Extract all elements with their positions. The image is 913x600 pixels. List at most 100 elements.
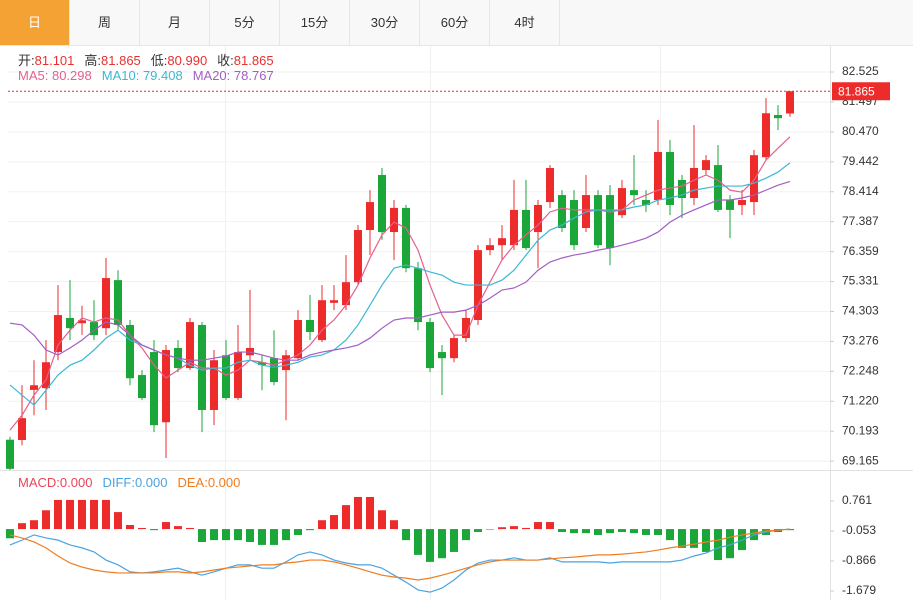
candle-body xyxy=(510,209,518,246)
period-tab[interactable]: 5分 xyxy=(210,0,280,45)
ma-legend-name: MA10: xyxy=(101,68,140,83)
macd-bar xyxy=(726,529,734,559)
candle-body xyxy=(714,165,722,210)
macd-bar xyxy=(66,499,74,530)
candle-body xyxy=(138,375,146,399)
y-tick-label: -1.679 xyxy=(842,583,876,597)
y-tick-label: 76.359 xyxy=(842,244,879,258)
y-tick-label: 0.761 xyxy=(842,493,872,507)
candle-body xyxy=(294,320,302,359)
y-tick-label: -0.866 xyxy=(842,553,876,567)
macd-bar xyxy=(486,529,494,530)
y-tick-label: 74.303 xyxy=(842,304,879,318)
macd-bar xyxy=(42,510,50,530)
macd-bar xyxy=(666,529,674,541)
candle-body xyxy=(282,355,290,371)
candle-body xyxy=(450,338,458,359)
candle-body xyxy=(726,200,734,210)
y-tick-label: 78.414 xyxy=(842,184,879,198)
macd-bar xyxy=(246,529,254,542)
macd-bar xyxy=(390,520,398,530)
candle-body xyxy=(702,160,710,171)
macd-bar xyxy=(222,529,230,541)
candle-body xyxy=(378,174,386,233)
ma-line xyxy=(9,136,791,431)
candle-body xyxy=(66,317,74,329)
quote-label: 高: xyxy=(84,53,102,68)
macd-bar xyxy=(450,529,458,552)
ma-legend-name: MA20: xyxy=(192,68,231,83)
macd-bar xyxy=(138,527,146,530)
candle-body xyxy=(594,195,602,246)
quote-value: 81.865 xyxy=(233,53,274,68)
macd-legend-value: 0.000 xyxy=(134,475,168,490)
ma-legend-value: 80.298 xyxy=(51,68,92,83)
candle-body xyxy=(546,167,554,203)
macd-legend-value: 0.000 xyxy=(59,475,93,490)
period-tab[interactable]: 日 xyxy=(0,0,70,45)
candle-body xyxy=(258,362,266,366)
macd-bar xyxy=(378,510,386,530)
y-tick-label: 72.248 xyxy=(842,364,879,378)
macd-legend-name: MACD: xyxy=(18,475,60,490)
quote-line: 开:81.101 高:81.865 低:80.990 收:81.865 xyxy=(18,50,284,69)
period-tab[interactable]: 4时 xyxy=(490,0,560,45)
macd-bar xyxy=(294,529,302,535)
candle-body xyxy=(534,204,542,233)
macd-bar xyxy=(618,529,626,533)
period-tab[interactable]: 60分 xyxy=(420,0,490,45)
ma-legend-name: MA5: xyxy=(18,68,49,83)
macd-bar xyxy=(114,512,122,530)
period-tab[interactable]: 30分 xyxy=(350,0,420,45)
macd-bar xyxy=(522,527,530,530)
period-tab[interactable]: 15分 xyxy=(280,0,350,45)
macd-bar xyxy=(102,499,110,530)
candle-body xyxy=(6,439,14,469)
candle-body xyxy=(186,322,194,369)
macd-bar xyxy=(594,529,602,535)
macd-bar xyxy=(426,529,434,562)
candle-body xyxy=(570,200,578,246)
candle-body xyxy=(222,355,230,399)
macd-bar xyxy=(534,522,542,530)
candle-body xyxy=(786,91,794,114)
candle-body xyxy=(42,362,50,389)
macd-bar xyxy=(258,529,266,545)
macd-bar xyxy=(330,515,338,530)
candle-body xyxy=(330,300,338,303)
candle-body xyxy=(750,155,758,203)
macd-bar xyxy=(90,499,98,530)
macd-bar xyxy=(546,522,554,530)
candle-body xyxy=(498,238,506,246)
last-price-box xyxy=(832,82,890,101)
period-tab[interactable]: 月 xyxy=(140,0,210,45)
y-tick-label: -0.053 xyxy=(842,523,876,537)
candle-body xyxy=(618,188,626,216)
candle-body xyxy=(666,151,674,205)
candle-body xyxy=(354,230,362,283)
quote-value: 80.990 xyxy=(167,53,208,68)
macd-legend-value: 0.000 xyxy=(207,475,241,490)
macd-bar xyxy=(570,529,578,534)
macd-legend-name: DIFF: xyxy=(102,475,135,490)
macd-bar xyxy=(402,529,410,541)
candle-body xyxy=(690,167,698,198)
y-tick-label: 79.442 xyxy=(842,154,879,168)
candle-body xyxy=(270,358,278,383)
macd-bar xyxy=(174,526,182,530)
macd-bar xyxy=(78,499,86,530)
last-price-label: 81.865 xyxy=(838,84,875,98)
candle-body xyxy=(150,352,158,426)
macd-bar xyxy=(186,527,194,530)
macd-bar xyxy=(498,527,506,530)
period-tab[interactable]: 周 xyxy=(70,0,140,45)
macd-bar xyxy=(690,529,698,548)
macd-bar xyxy=(606,529,614,534)
macd-bar xyxy=(54,499,62,530)
candle-body xyxy=(774,114,782,119)
candle-body xyxy=(90,322,98,336)
macd-bar xyxy=(18,523,26,530)
candle-body xyxy=(234,352,242,399)
quote-label: 开: xyxy=(18,53,35,68)
